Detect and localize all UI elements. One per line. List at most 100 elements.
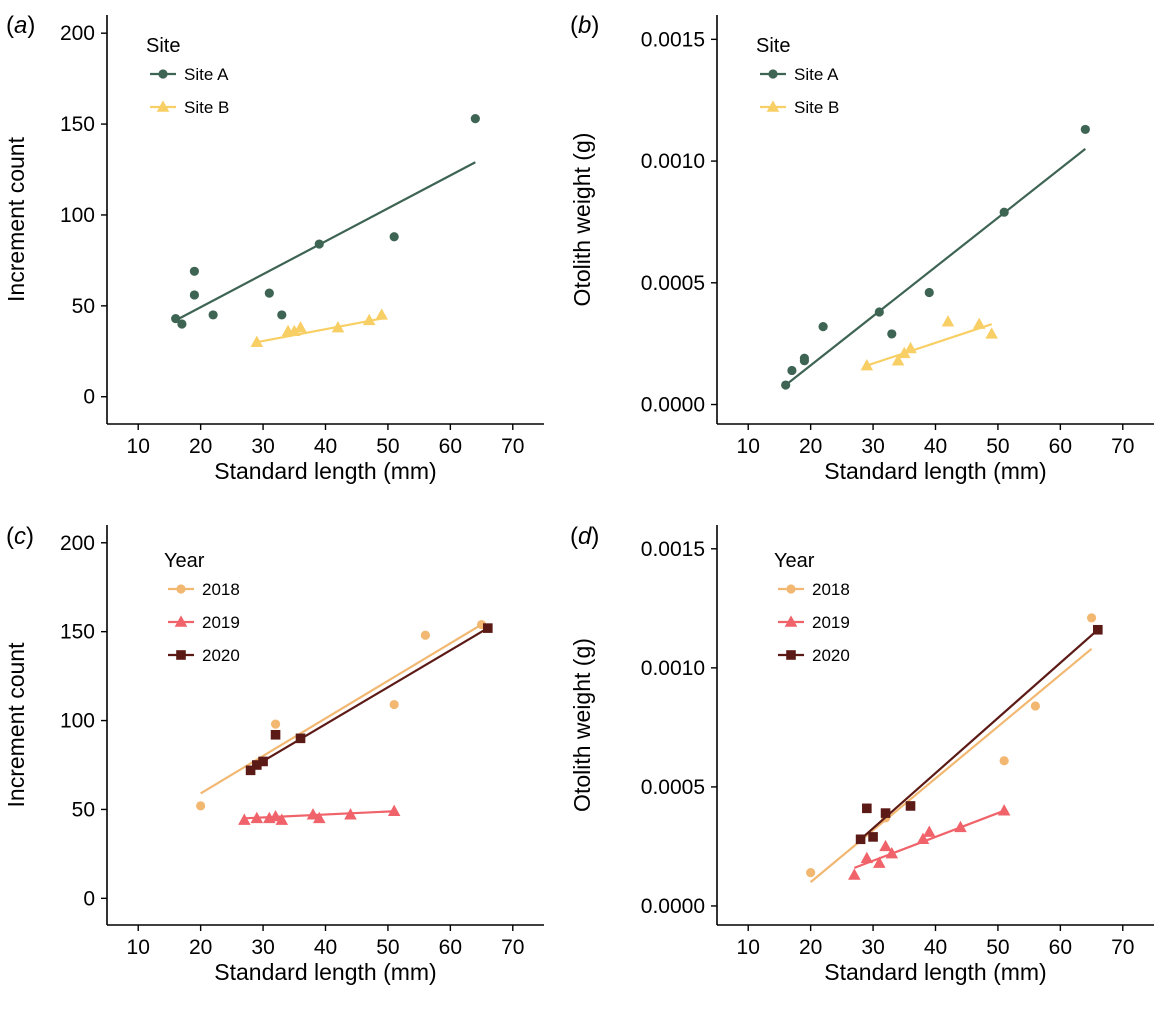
- fit-line: [256, 317, 382, 344]
- data-point: [189, 290, 199, 300]
- x-tick-label: 20: [799, 435, 822, 458]
- x-tick-label: 40: [314, 435, 337, 458]
- data-point: [880, 808, 891, 818]
- x-tick-label: 70: [1111, 435, 1134, 458]
- x-tick-label: 30: [251, 435, 274, 458]
- x-tick-label: 10: [127, 936, 150, 959]
- y-axis-title: Otolith weight (g): [569, 638, 595, 812]
- data-point: [887, 329, 897, 339]
- data-point: [258, 756, 268, 767]
- x-tick-label: 40: [924, 936, 947, 959]
- data-point: [196, 801, 206, 811]
- fit-line: [175, 161, 476, 322]
- legend-label: 2020: [812, 646, 850, 665]
- series-2020: [245, 623, 493, 776]
- data-point: [171, 313, 181, 324]
- data-point: [1030, 701, 1040, 711]
- data-point: [799, 353, 810, 363]
- x-tick-label: 30: [861, 936, 884, 959]
- data-point: [250, 335, 264, 347]
- x-axis-title: Standard length (mm): [824, 959, 1046, 985]
- x-axis-title: Standard length (mm): [214, 458, 436, 484]
- legend-key-marker: [786, 584, 796, 594]
- data-point: [1080, 124, 1090, 135]
- data-point: [905, 801, 916, 811]
- data-point: [1093, 624, 1103, 635]
- data-point: [787, 365, 797, 376]
- panel-label: (c): [6, 523, 34, 550]
- x-tick-label: 70: [501, 435, 524, 458]
- fit-line: [859, 628, 1099, 841]
- x-tick-label: 50: [986, 435, 1009, 458]
- data-point: [868, 832, 878, 842]
- y-tick-label: 200: [60, 532, 95, 555]
- data-point: [252, 760, 262, 770]
- legend-key-marker: [158, 69, 168, 79]
- series-site-b: [250, 308, 388, 347]
- legend-label: Site B: [184, 98, 229, 117]
- x-tick-label: 60: [1049, 936, 1072, 959]
- y-tick-label: 0.0000: [641, 394, 705, 417]
- y-tick-label: 100: [60, 710, 95, 733]
- legend-label: 2018: [812, 580, 850, 599]
- y-tick-label: 50: [72, 295, 95, 318]
- x-tick-label: 40: [314, 936, 337, 959]
- x-tick-label: 50: [986, 936, 1009, 959]
- data-point: [997, 804, 1011, 816]
- data-point: [860, 851, 874, 864]
- y-axis-title: Increment count: [3, 642, 29, 808]
- data-point: [295, 733, 306, 744]
- legend-key-marker: [786, 650, 796, 660]
- legend-key-marker: [784, 615, 798, 627]
- data-point: [874, 307, 884, 317]
- panel-b: (b) 10 20 30 40 50 60 70 0.0000 0.0005 0.0010 0.001…: [569, 12, 1154, 484]
- data-point: [306, 808, 320, 820]
- data-point: [270, 719, 281, 729]
- legend-key-marker: [156, 100, 170, 112]
- data-point: [208, 310, 218, 320]
- legend-label: Site A: [794, 65, 839, 84]
- x-tick-label: 10: [127, 435, 150, 458]
- y-tick-label: 0.0010: [641, 657, 705, 680]
- y-tick-label: 100: [60, 204, 95, 227]
- y-tick-label: 0: [83, 887, 95, 910]
- data-point: [985, 327, 998, 339]
- legend-key-marker: [176, 584, 186, 594]
- series-site-a: [171, 114, 480, 329]
- legend-title: Site: [756, 35, 790, 57]
- panel-c: (c) 10 20 30 40 50 60 70 0 50 100 150 200 Standard le…: [3, 523, 544, 985]
- data-point: [314, 239, 324, 249]
- series-2018: [196, 619, 487, 811]
- y-tick-label: 0.0005: [641, 776, 705, 799]
- fit-line: [200, 623, 483, 795]
- legend-label: 2020: [202, 646, 240, 665]
- series-2020: [855, 624, 1103, 845]
- legend-label: 2019: [812, 613, 850, 632]
- y-tick-label: 150: [60, 621, 95, 644]
- data-point: [269, 809, 282, 822]
- legend-key-marker: [176, 650, 186, 660]
- y-axis-title: Otolith weight (g): [569, 133, 595, 307]
- data-point: [344, 808, 357, 820]
- data-point: [999, 756, 1009, 766]
- x-tick-label: 60: [1049, 435, 1072, 458]
- legend-title: Year: [164, 550, 205, 572]
- x-tick-label: 60: [439, 435, 462, 458]
- fit-line: [250, 627, 489, 770]
- data-point: [420, 630, 430, 640]
- legend: Year 2018 2019 2020: [164, 550, 240, 665]
- legend-title: Site: [146, 35, 180, 57]
- legend-key-marker: [766, 100, 780, 112]
- data-point: [1086, 613, 1097, 623]
- data-point: [885, 846, 899, 859]
- legend-label: Site A: [184, 65, 229, 84]
- legend-title: Year: [774, 550, 815, 572]
- data-point: [389, 699, 399, 710]
- y-tick-label: 150: [60, 113, 95, 136]
- data-point: [862, 803, 872, 814]
- x-tick-label: 70: [501, 936, 524, 959]
- panel-label: (d): [570, 523, 599, 550]
- data-point: [331, 321, 345, 333]
- y-tick-label: 0.0015: [641, 28, 705, 51]
